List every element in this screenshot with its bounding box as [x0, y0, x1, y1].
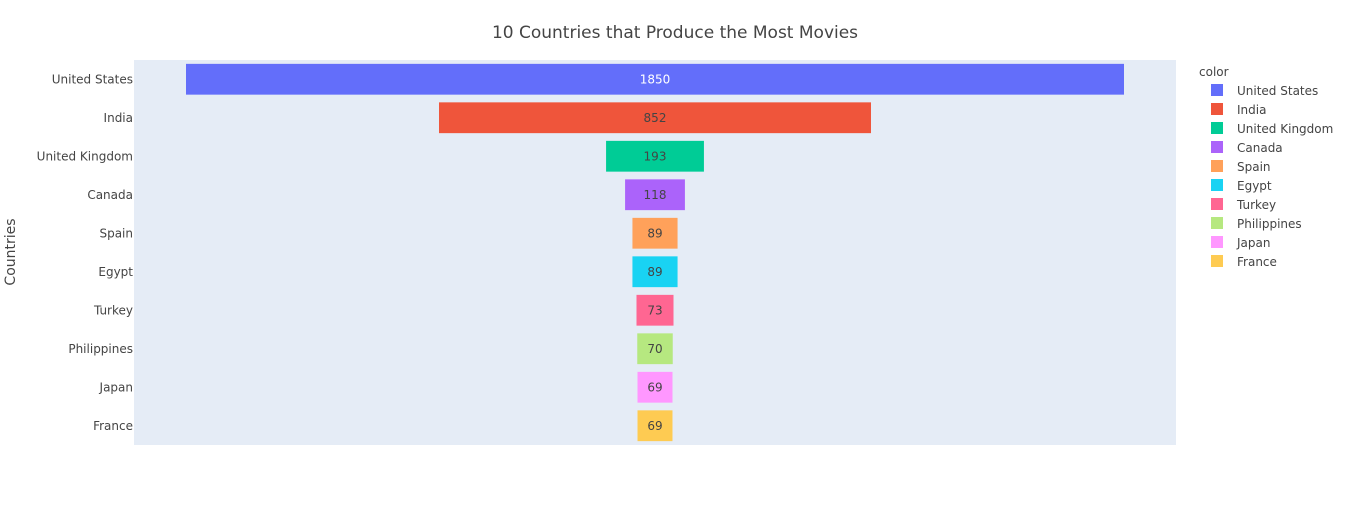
- tick-label-france: France: [93, 419, 133, 433]
- value-label-france: 69: [647, 419, 662, 433]
- y-axis-label: Countries: [3, 218, 19, 285]
- legend-item-india[interactable]: India: [1237, 103, 1266, 117]
- legend-swatch-spain[interactable]: [1211, 160, 1223, 172]
- tick-label-united-states: United States: [52, 72, 133, 86]
- tick-label-spain: Spain: [99, 226, 133, 240]
- legend-swatch-united-kingdom[interactable]: [1211, 122, 1223, 134]
- value-label-canada: 118: [644, 188, 667, 202]
- tick-label-united-kingdom: United Kingdom: [37, 149, 133, 163]
- legend-item-france[interactable]: France: [1237, 255, 1277, 269]
- bar-japan: [637, 371, 673, 403]
- bar-united-kingdom: [606, 140, 704, 172]
- value-label-india: 852: [644, 111, 667, 125]
- tick-label-japan: Japan: [99, 380, 133, 394]
- tick-label-turkey: Turkey: [93, 303, 133, 317]
- y-tick-labels: United States India United Kingdom Canada Sp…: [37, 72, 134, 433]
- legend-item-japan[interactable]: Japan: [1236, 236, 1270, 250]
- bar-value-labels: 1850 852 193 118 89 89 73 70 69 69: [640, 72, 671, 433]
- value-label-united-kingdom: 193: [644, 149, 667, 163]
- legend-item-egypt[interactable]: Egypt: [1237, 179, 1272, 193]
- legend-swatch-turkey[interactable]: [1211, 198, 1223, 210]
- chart-title: 10 Countries that Produce the Most Movie…: [492, 23, 858, 43]
- legend-swatch-japan[interactable]: [1211, 236, 1223, 248]
- legend-item-philippines[interactable]: Philippines: [1237, 217, 1302, 231]
- value-label-united-states: 1850: [640, 72, 671, 86]
- legend-item-spain[interactable]: Spain: [1237, 160, 1271, 174]
- legend-item-united-kingdom[interactable]: United Kingdom: [1237, 122, 1333, 136]
- bar-philippines: [637, 333, 673, 365]
- value-label-japan: 69: [647, 380, 662, 394]
- legend-title: color: [1199, 65, 1229, 79]
- bar-france: [637, 410, 673, 442]
- bar-united-states: [186, 63, 1124, 95]
- legend-swatch-india[interactable]: [1211, 103, 1223, 115]
- legend: United States India United Kingdom Canada Sp…: [1211, 84, 1333, 269]
- value-label-turkey: 73: [647, 303, 662, 317]
- value-label-spain: 89: [647, 226, 662, 240]
- legend-swatch-egypt[interactable]: [1211, 179, 1223, 191]
- bars-group: [186, 63, 1124, 442]
- value-label-philippines: 70: [647, 342, 662, 356]
- value-label-egypt: 89: [647, 265, 662, 279]
- bar-turkey: [636, 294, 674, 326]
- legend-item-united-states[interactable]: United States: [1237, 84, 1318, 98]
- legend-item-canada[interactable]: Canada: [1237, 141, 1283, 155]
- legend-swatch-france[interactable]: [1211, 255, 1223, 267]
- legend-swatch-philippines[interactable]: [1211, 217, 1223, 229]
- bar-egypt: [632, 256, 678, 288]
- legend-swatch-united-states[interactable]: [1211, 84, 1223, 96]
- tick-label-canada: Canada: [87, 188, 133, 202]
- tick-label-egypt: Egypt: [98, 265, 133, 279]
- bar-spain: [632, 217, 678, 249]
- legend-swatch-canada[interactable]: [1211, 141, 1223, 153]
- legend-item-turkey[interactable]: Turkey: [1236, 198, 1276, 212]
- bar-india: [439, 102, 871, 134]
- tick-label-philippines: Philippines: [68, 342, 133, 356]
- tick-label-india: India: [104, 111, 133, 125]
- bar-canada: [625, 179, 685, 211]
